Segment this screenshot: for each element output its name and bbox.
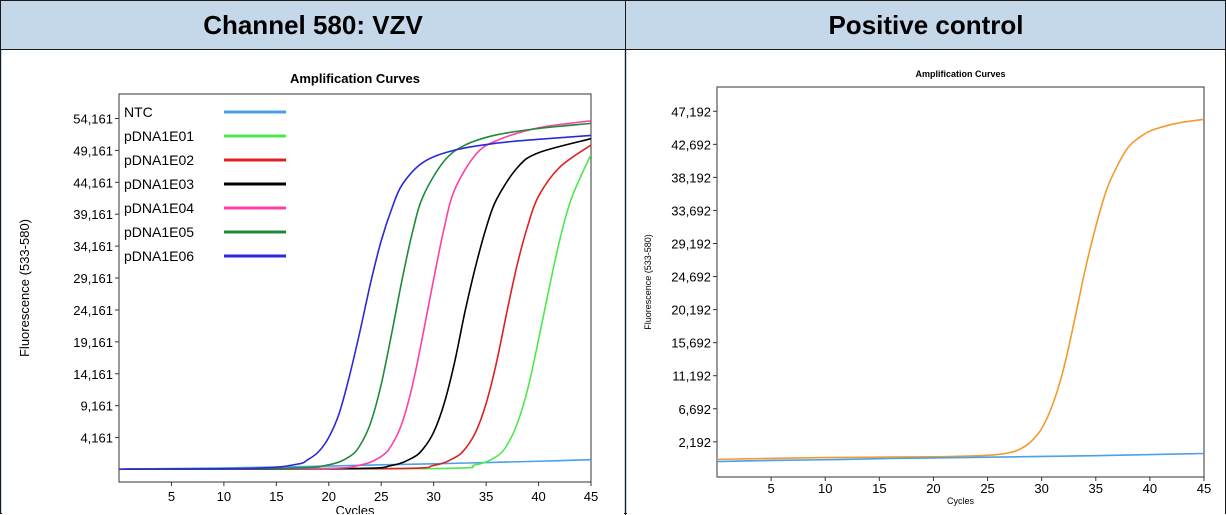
x-tick-label: 25 (374, 489, 388, 504)
x-tick-label: 20 (322, 489, 336, 504)
x-tick-label: 10 (818, 481, 832, 496)
y-axis-label: Fluorescence (533-580) (643, 234, 653, 330)
y-tick-label: 15,692 (671, 336, 711, 351)
y-tick-label: 42,692 (671, 137, 711, 152)
legend-label: pDNA1E01 (124, 128, 194, 144)
x-tick-label: 5 (168, 489, 175, 504)
x-tick-label: 15 (269, 489, 283, 504)
y-tick-label: 39,161 (73, 207, 113, 222)
y-tick-label: 38,192 (671, 170, 711, 185)
chart-title: Amplification Curves (290, 71, 420, 86)
x-tick-label: 40 (531, 489, 545, 504)
x-tick-label: 45 (1197, 481, 1211, 496)
legend-label: pDNA1E05 (124, 224, 194, 240)
series-line-0 (717, 118, 1204, 461)
series-line-1 (717, 452, 1204, 463)
y-tick-label: 47,192 (671, 104, 711, 119)
x-tick-label: 5 (767, 481, 774, 496)
y-tick-label: 2,192 (678, 435, 711, 450)
x-tick-label: 25 (980, 481, 994, 496)
y-tick-label: 14,161 (73, 367, 113, 382)
legend-label: NTC (124, 104, 153, 120)
y-tick-label: 9,161 (80, 399, 113, 414)
x-tick-label: 35 (1089, 481, 1103, 496)
y-tick-label: 24,161 (73, 303, 113, 318)
y-axis-label: Fluorescence (533-580) (17, 219, 32, 357)
header-right: Positive control (626, 1, 1226, 50)
y-tick-label: 4,161 (80, 431, 113, 446)
series-line-pdna1e01 (119, 154, 591, 471)
series-group (717, 118, 1204, 463)
y-tick-label: 34,161 (73, 239, 113, 254)
x-tick-label: 30 (426, 489, 440, 504)
y-tick-label: 29,192 (671, 236, 711, 251)
column-divider (625, 1, 626, 515)
series-group (119, 120, 591, 471)
y-tick-label: 54,161 (73, 111, 113, 126)
y-tick-label: 44,161 (73, 175, 113, 190)
legend-label: pDNA1E03 (124, 176, 194, 192)
y-tick-label: 49,161 (73, 143, 113, 158)
x-tick-label: 30 (1034, 481, 1048, 496)
y-tick-label: 19,161 (73, 335, 113, 350)
y-tick-label: 29,161 (73, 271, 113, 286)
left-chart: Amplification Curves 5 10 15 20 25 30 35 40 45 Cyc… (2, 50, 624, 514)
x-axis-label: Cycles (335, 503, 375, 514)
right-chart: Amplification Curves 5 10 15 20 25 30 35 40 45 Cyc… (627, 50, 1225, 514)
chart-title: Amplification Curves (915, 69, 1005, 79)
x-axis-label: Cycles (947, 496, 975, 506)
x-tick-label: 45 (584, 489, 598, 504)
legend-label: pDNA1E06 (124, 248, 194, 264)
x-tick-label: 20 (926, 481, 940, 496)
header-left: Channel 580: VZV (1, 1, 626, 50)
y-tick-label: 20,192 (671, 303, 711, 318)
x-tick-label: 35 (479, 489, 493, 504)
y-tick-label: 24,692 (671, 270, 711, 285)
plot-area (716, 86, 1205, 478)
legend-label: pDNA1E02 (124, 152, 194, 168)
series-line-pdna1e06 (119, 134, 591, 471)
series-line-pdna1e02 (119, 144, 591, 471)
legend-label: pDNA1E04 (124, 200, 194, 216)
x-tick-label: 15 (872, 481, 886, 496)
x-tick-label: 10 (217, 489, 231, 504)
series-line-pdna1e03 (119, 137, 591, 471)
y-tick-label: 33,692 (671, 203, 711, 218)
y-tick-label: 11,192 (672, 369, 711, 384)
y-tick-label: 6,692 (678, 402, 711, 417)
series-line-pdna1e05 (119, 122, 591, 471)
x-tick-label: 40 (1143, 481, 1157, 496)
series-line-pdna1e04 (119, 120, 591, 471)
